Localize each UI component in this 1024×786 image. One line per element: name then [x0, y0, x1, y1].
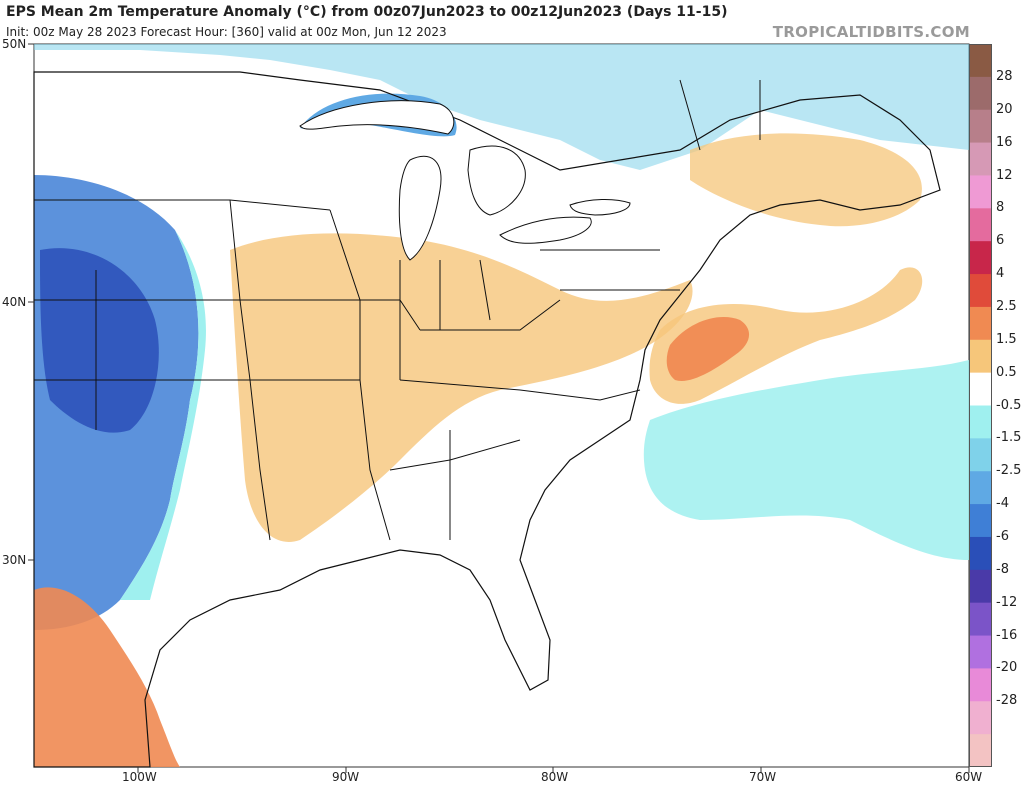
colorbar-swatch — [969, 76, 992, 111]
anomaly-region-canada-cool — [34, 44, 969, 170]
anomaly-region-maritimes-warm — [690, 133, 922, 227]
lon-label-100w: 100W — [122, 770, 157, 784]
lake-erie — [499, 216, 592, 244]
anomaly-region-southwest-cold-core — [40, 248, 159, 433]
colorbar-swatch — [969, 701, 992, 735]
map-title: EPS Mean 2m Temperature Anomaly (°C) fro… — [6, 4, 728, 20]
lake-superior — [299, 100, 455, 135]
colorbar-swatch — [969, 635, 992, 670]
lat-label-30n: 30N — [2, 553, 27, 567]
colorbar-swatch — [969, 536, 992, 571]
colorbar-tick-label: 28 — [996, 68, 1013, 84]
colorbar-swatch — [969, 734, 992, 767]
colorbar-swatch — [969, 208, 992, 242]
anomaly-region-atlantic-warm — [649, 267, 923, 404]
colorbar-tick-label: 6 — [996, 233, 1005, 249]
colorbar-tick-label: -28 — [996, 693, 1018, 709]
province-borders — [679, 79, 761, 151]
colorbar-swatch — [969, 44, 992, 78]
colorbar-swatch — [969, 438, 992, 472]
anomaly-region-mexico-warm — [34, 587, 180, 767]
graticule-ticks — [28, 43, 970, 773]
lat-label-50n: 50N — [2, 37, 27, 51]
colorbar-swatch — [969, 109, 992, 144]
lon-label-60w: 60W — [955, 770, 983, 784]
colorbar-tick-label: -0.5 — [996, 397, 1022, 413]
colorbar-tick-label: 2.5 — [996, 298, 1017, 314]
colorbar-swatch — [969, 241, 992, 275]
colorbar-tick-label: -12 — [996, 594, 1018, 610]
colorbar-swatch — [969, 372, 992, 407]
watermark: TROPICALTIDBITS.COM — [772, 23, 970, 41]
colorbar-tick-label: -4 — [996, 496, 1009, 512]
colorbar-tick-label: 16 — [996, 134, 1013, 150]
colorbar-tick-label: 12 — [996, 167, 1013, 183]
colorbar — [969, 44, 992, 767]
colorbar-swatch — [969, 175, 992, 209]
anomaly-region-plains-cool — [120, 230, 206, 600]
anomaly-region-atlantic-warm-core — [666, 317, 750, 381]
colorbar-tick-label: -8 — [996, 561, 1009, 577]
colorbar-tick-label: 8 — [996, 200, 1005, 216]
anomaly-region-atlantic-cool — [643, 360, 969, 560]
colorbar-swatch — [969, 668, 992, 702]
colorbar-swatch — [969, 504, 992, 538]
lat-label-40n: 40N — [2, 295, 27, 309]
colorbar-tick-label: -20 — [996, 660, 1018, 676]
land-layer — [33, 71, 941, 768]
colorbar-tick-label: 0.5 — [996, 364, 1017, 380]
state-borders — [34, 199, 680, 541]
lake-huron — [467, 145, 526, 216]
colorbar-swatch — [969, 471, 992, 505]
anomaly-region-midwest-warm — [230, 233, 693, 542]
colorbar-tick-label: 1.5 — [996, 331, 1017, 347]
lake-ontario — [569, 199, 631, 216]
colorbar-swatch — [969, 339, 992, 374]
colorbar-swatch — [969, 306, 992, 341]
lake-michigan — [398, 155, 442, 261]
colorbar-tick-label: -6 — [996, 529, 1009, 544]
colorbar-tick-label: -16 — [996, 627, 1018, 643]
colorbar-swatch — [969, 569, 992, 604]
lon-label-70w: 70W — [749, 770, 777, 784]
colorbar-swatch — [969, 142, 992, 177]
colorbar-tick-label: -2.5 — [996, 463, 1022, 479]
lon-label-90w: 90W — [332, 770, 360, 784]
lon-label-80w: 80W — [541, 770, 569, 784]
colorbar-tick-label: 20 — [996, 101, 1013, 117]
colorbar-swatch — [969, 602, 992, 637]
colorbar-tick-label: -1.5 — [996, 430, 1022, 446]
colorbar-tick-label: 4 — [996, 266, 1005, 281]
colorbar-swatch — [969, 405, 992, 439]
colorbar-swatch — [969, 274, 992, 308]
map-subtitle: Init: 00z May 28 2023 Forecast Hour: [36… — [6, 25, 447, 39]
